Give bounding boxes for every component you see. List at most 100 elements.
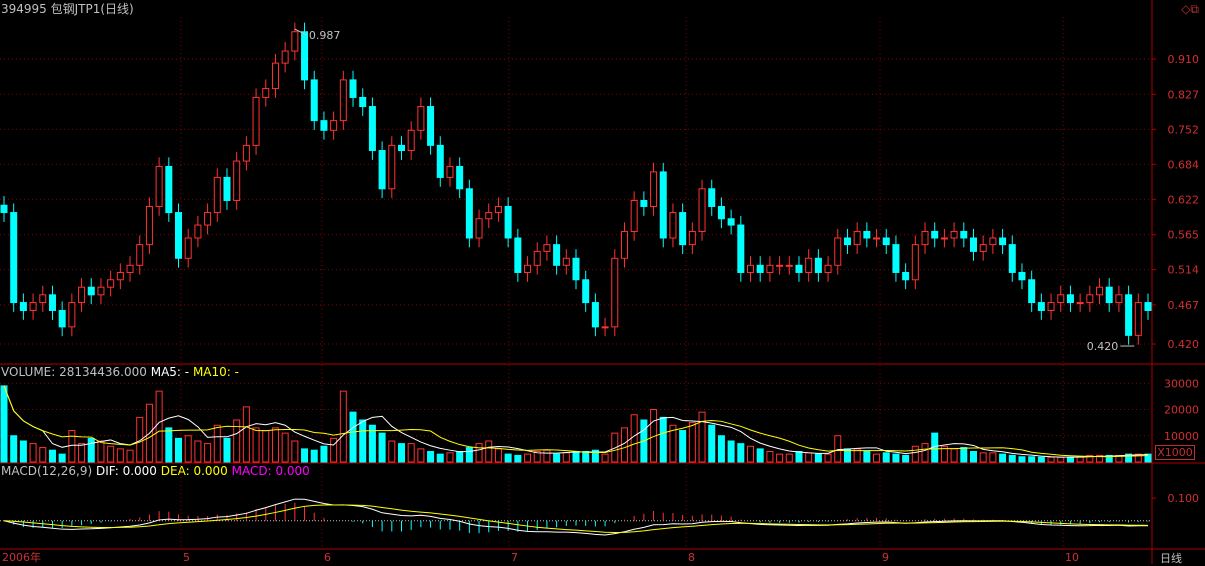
volume-bar [921, 443, 929, 463]
volume-tick-label-2: 10000 [1164, 430, 1199, 443]
candle-body [136, 244, 144, 266]
volume-bar [1028, 456, 1036, 463]
candle-body [175, 212, 183, 259]
candle-body [417, 106, 425, 131]
volume-bar [223, 437, 231, 463]
macd-tick-label-0: 0.100 [1168, 492, 1200, 505]
candle-body [97, 286, 105, 296]
volume-bar [679, 430, 687, 463]
candle-body [1057, 294, 1065, 304]
restore-window-icon[interactable]: ⧉ [1190, 2, 1199, 16]
candle-body [524, 264, 532, 273]
volume-bar [553, 453, 561, 463]
candle-body [1086, 294, 1094, 304]
max-price-label: 0.987 [309, 29, 341, 42]
volume-bar [630, 414, 638, 463]
volume-bar [1096, 454, 1104, 463]
candle-body [320, 120, 328, 131]
candle-body [679, 212, 687, 246]
candle-body [475, 218, 483, 239]
candle-body [465, 188, 473, 239]
volume-bar [1047, 456, 1055, 463]
candle-body [213, 176, 221, 214]
volume-bar [494, 448, 502, 463]
volume-unit-box[interactable]: X1000 [1155, 445, 1195, 460]
candle-body [78, 286, 86, 304]
volume-bar [436, 453, 444, 463]
candle-body [301, 31, 309, 81]
candle-body [1134, 302, 1142, 336]
volume-bar [19, 440, 27, 463]
volume-bar [330, 437, 338, 463]
macd-dif-line [3, 498, 1149, 536]
candle-body [950, 230, 958, 239]
ma10-label: MA10: - [192, 365, 239, 379]
candle-body [591, 302, 599, 328]
candle-body [281, 50, 289, 64]
volume-bar [688, 422, 696, 463]
candle-body [669, 212, 677, 239]
candle-body [204, 212, 212, 226]
volume-bar [776, 453, 784, 463]
candle-body [766, 264, 774, 273]
volume-bar [155, 390, 163, 463]
volume-bar [572, 451, 580, 463]
volume-bar [1134, 453, 1142, 463]
volume-bar [48, 449, 56, 463]
candle-body [107, 279, 115, 288]
diamond-icon[interactable]: ◇ [1181, 2, 1191, 16]
volume-bar [747, 445, 755, 463]
candle-body [10, 212, 18, 304]
candle-body [242, 144, 250, 162]
volume-bar [427, 451, 435, 463]
candle-body [39, 294, 47, 304]
candle-body [1096, 286, 1104, 296]
candle-body [688, 230, 696, 246]
x-tick-label-2: 6 [324, 551, 331, 564]
price-tick-label-7: 0.467 [1168, 299, 1200, 312]
candle-body [843, 237, 851, 246]
candle-body [873, 237, 881, 240]
window-controls[interactable]: ◇⧉ [1181, 2, 1199, 17]
x-tick-label-1: 5 [183, 551, 190, 564]
volume-bar [233, 419, 241, 463]
candle-body [611, 257, 619, 328]
volume-bar [136, 416, 144, 463]
volume-bar [591, 449, 599, 463]
candle-body [48, 294, 56, 311]
candle-body [785, 264, 793, 267]
volume-bar [766, 451, 774, 463]
volume-ma5-line [3, 385, 1149, 458]
candle-body [582, 279, 590, 304]
period-label[interactable]: 日线 [1160, 552, 1182, 565]
candle-body [116, 271, 124, 281]
candle-body [659, 171, 667, 239]
macd-value-label: MACD: 0.000 [231, 464, 310, 478]
volume-bar [999, 453, 1007, 463]
volume-bar [524, 453, 532, 463]
candle-body [155, 165, 163, 207]
candle-body [68, 302, 76, 328]
candle-body [1076, 302, 1084, 305]
price-tick-label-4: 0.622 [1168, 193, 1200, 206]
volume-bar [0, 385, 8, 463]
candle-body [1125, 294, 1133, 336]
volume-bar [368, 424, 376, 463]
x-tick-label-4: 8 [688, 551, 695, 564]
volume-bar [194, 440, 202, 463]
x-tick-label-5: 9 [882, 551, 889, 564]
candle-body [882, 237, 890, 246]
volume-bar [485, 440, 493, 463]
volume-bar [320, 445, 328, 463]
volume-bar [902, 454, 910, 463]
candle-body [407, 129, 415, 152]
min-price-label: 0.420 [1087, 340, 1119, 353]
volume-bar [863, 451, 871, 463]
volume-bar [960, 447, 968, 463]
candle-body [805, 257, 813, 273]
candle-body [989, 237, 997, 246]
candle-body [902, 271, 910, 281]
candle-body [940, 237, 948, 240]
candle-body [630, 199, 638, 232]
volume-bar [165, 427, 173, 463]
